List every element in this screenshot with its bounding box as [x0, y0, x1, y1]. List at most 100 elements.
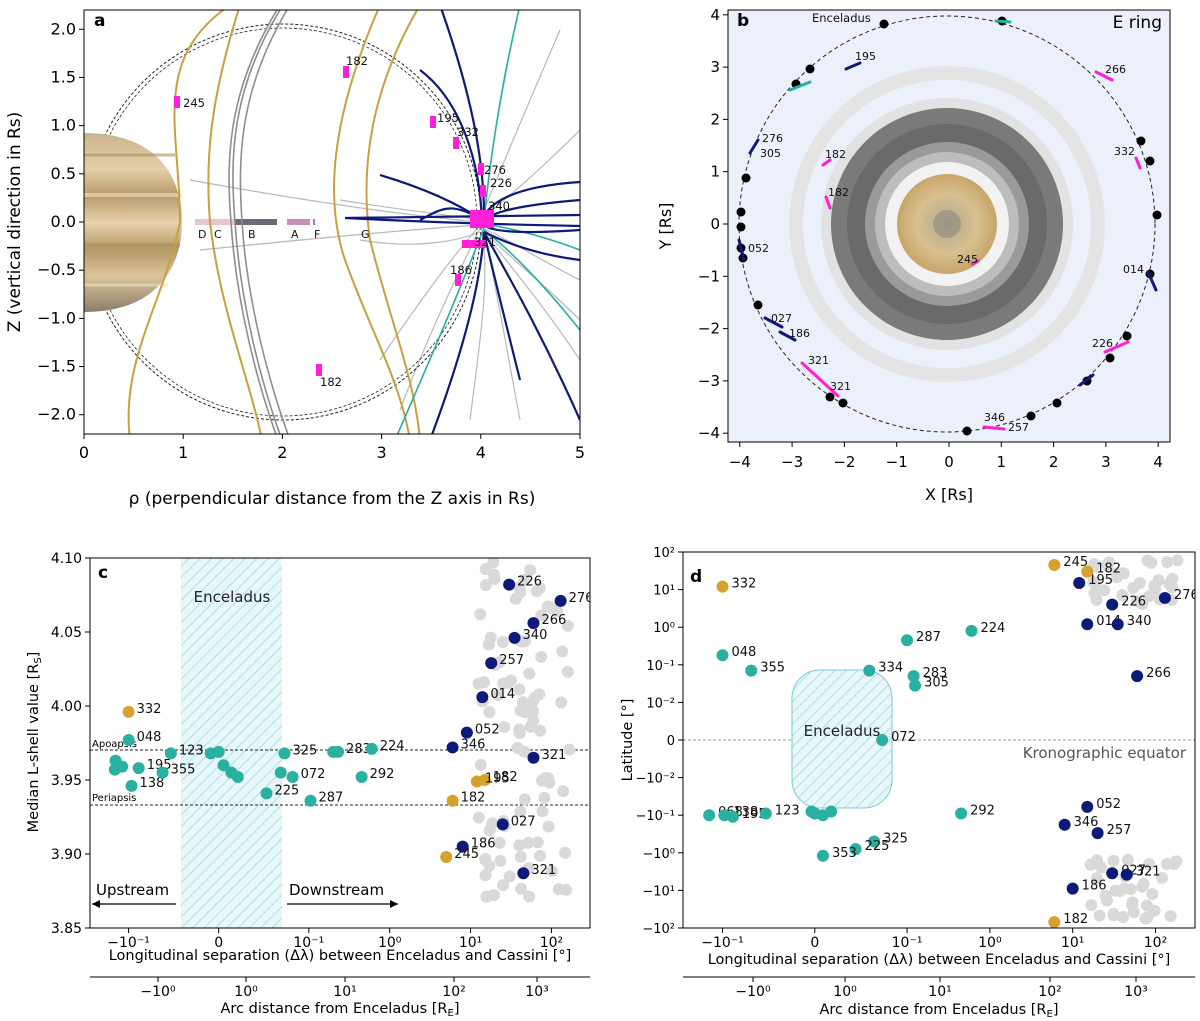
background-point: [1116, 589, 1129, 602]
background-point: [546, 602, 559, 615]
b-annotation: 186: [789, 327, 810, 340]
background-point: [538, 791, 551, 804]
a-annotation: 321: [474, 235, 496, 249]
panel-a: 245 182 195 332 276 226 340 321 186 182 …: [5, 9, 585, 509]
y-tick-label: 0: [667, 734, 675, 749]
data-point: [116, 760, 129, 773]
data-label: 182: [461, 791, 486, 806]
ylabel-b: Y [Rs]: [656, 203, 675, 251]
data-label: 321: [531, 863, 556, 878]
data-label: 186: [471, 837, 496, 852]
data-label: 334: [878, 661, 903, 676]
enceladus-region-c: [181, 558, 282, 928]
data-point: [278, 747, 291, 760]
y-tick-label: 4.05: [51, 625, 82, 641]
data-point: [1058, 818, 1071, 831]
background-point: [492, 689, 505, 702]
data-point: [1091, 827, 1104, 840]
background-point: [1143, 857, 1156, 870]
data-point: [355, 771, 368, 784]
x-tick-label: 10⁻¹: [892, 935, 923, 951]
data-label: 332: [137, 702, 162, 717]
data-point: [1120, 868, 1133, 881]
upstream-arrow: [92, 900, 176, 908]
apoapsis-label: Apoapsis: [92, 739, 137, 750]
a-annotation: 332: [457, 125, 479, 139]
data-point: [863, 664, 876, 677]
ring-labels: D C B A F G: [198, 228, 370, 241]
axis-a: 0 1 2 3 4 5 −2.0 −1.5 −1.0 −0.5 0.0 0.5 1.0 1.5 2.0: [37, 19, 585, 462]
data-point: [156, 766, 169, 779]
y-tick-label: 3.90: [51, 847, 82, 863]
background-point: [546, 865, 559, 878]
x-tick-label: 10¹: [459, 935, 482, 951]
background-point: [531, 836, 544, 849]
data-label: 048: [732, 645, 757, 660]
data-point: [1081, 800, 1094, 813]
data-point: [1111, 618, 1124, 631]
data-point: [460, 726, 473, 739]
background-point: [1143, 590, 1156, 603]
ring-label-g: G: [361, 228, 370, 241]
x-tick-label: 10²: [540, 935, 563, 951]
x2-tick-label: 10³: [1124, 984, 1147, 1000]
background-point: [484, 631, 497, 644]
background-point: [1130, 595, 1143, 608]
data-label: 182: [493, 770, 518, 785]
y-tick-label: −10⁻¹: [635, 809, 675, 824]
data-label: 266: [541, 613, 566, 628]
x2-tick-label: 10³: [525, 984, 548, 1000]
xlabel2-d: Arc distance from Enceladus [RE]: [820, 1002, 1059, 1020]
a-annotation: 340: [488, 199, 510, 213]
b-annotation: 182: [825, 148, 846, 161]
b-annotation: 332: [1114, 145, 1135, 158]
axis-d: −10⁻¹ 0 10⁻¹ 10⁰ 10¹ 10² −10⁰ 10⁰ 10¹ 10² 10³ −10² −…: [635, 546, 1195, 1000]
ring-system: [789, 66, 1105, 382]
background-point: [474, 608, 487, 621]
data-label: 325: [292, 743, 317, 758]
background-point: [523, 890, 536, 903]
data-point: [716, 580, 729, 593]
ylabel-a: Z (vertical direction in Rs): [5, 112, 25, 333]
y-tick-label: −10¹: [642, 884, 675, 899]
data-point: [1158, 591, 1171, 604]
xlabel-a: ρ (perpendicular distance from the Z axi…: [129, 489, 536, 509]
background-point: [1098, 584, 1111, 597]
x-tick-label: −1: [886, 453, 908, 471]
data-point: [726, 810, 739, 823]
background-point: [1125, 883, 1138, 896]
a-annotation: 226: [490, 176, 512, 190]
data-point: [503, 578, 516, 591]
background-point: [1133, 576, 1146, 589]
data-point: [122, 705, 135, 718]
y-tick-label: 10⁻²: [646, 696, 675, 711]
y-tick-label: −2: [698, 320, 720, 338]
background-point: [1088, 558, 1101, 571]
data-point: [554, 594, 567, 607]
xlabel-d: Longitudinal separation (Δλ) between Enc…: [708, 952, 1171, 968]
background-point: [479, 579, 492, 592]
data-point: [132, 762, 145, 775]
data-point: [485, 657, 498, 670]
axes-frame-c: [89, 557, 591, 929]
background-point: [533, 688, 546, 701]
data-point: [876, 734, 889, 746]
data-label: 245: [454, 847, 479, 862]
background-point: [513, 839, 526, 852]
data-point: [517, 867, 530, 880]
enceladus-region-d: [791, 669, 893, 809]
background-point: [487, 558, 500, 569]
data-label: 283: [923, 666, 948, 681]
y-tick-label: 10⁻¹: [646, 659, 675, 674]
background-point: [513, 581, 526, 594]
x-tick-label: 2: [277, 443, 287, 462]
b-annotation: 266: [1105, 63, 1126, 76]
background-point: [1100, 894, 1113, 907]
data-label: 052: [475, 723, 500, 738]
x2-tick-label: 10¹: [333, 984, 356, 1000]
data-point: [476, 691, 489, 704]
data-label: 123: [179, 743, 204, 758]
data-point: [286, 771, 299, 784]
data-point: [716, 649, 729, 662]
panel-label-a: a: [94, 11, 105, 31]
